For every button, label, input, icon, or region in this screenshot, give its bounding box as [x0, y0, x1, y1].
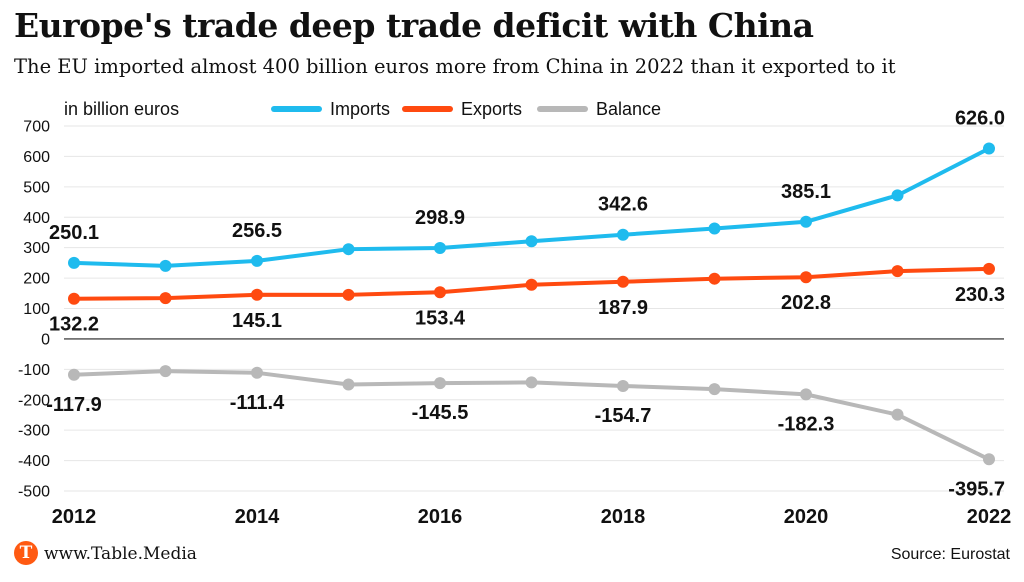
data-point-exports — [68, 292, 80, 305]
x-tick-label: 2012 — [52, 506, 97, 528]
data-point-imports — [251, 254, 263, 267]
y-tick-label: -300 — [18, 423, 50, 440]
legend: in billion euros Imports Exports Balance — [64, 99, 661, 119]
data-point-exports — [983, 262, 995, 275]
data-point-exports — [251, 288, 263, 301]
x-tick-label: 2020 — [784, 506, 829, 528]
y-axis-ticks: 700 600 500 400 300 200 100 0 -100 -200 -300 -400 -5… — [18, 119, 50, 501]
data-label-exports: 230.3 — [955, 284, 1005, 306]
data-label-exports: 153.4 — [415, 307, 466, 329]
data-label-balance: -154.7 — [595, 405, 652, 427]
data-point-exports — [434, 286, 446, 299]
chart-title: Europe's trade deep trade deficit with C… — [14, 6, 814, 45]
data-point-imports — [800, 215, 812, 228]
unit-label: in billion euros — [64, 99, 179, 119]
y-tick-label: 400 — [23, 210, 50, 227]
y-tick-label: -400 — [18, 453, 50, 470]
data-point-balance — [983, 453, 995, 466]
y-tick-label: 0 — [41, 331, 50, 348]
x-tick-label: 2014 — [235, 506, 280, 528]
data-label-balance: -395.7 — [948, 478, 1005, 500]
data-label-imports: 250.1 — [49, 222, 99, 244]
legend-label-exports: Exports — [461, 99, 522, 119]
data-point-imports — [708, 222, 721, 235]
y-tick-label: -500 — [18, 484, 50, 501]
data-point-balance — [525, 376, 538, 389]
data-point-imports — [983, 142, 995, 155]
data-point-exports — [342, 288, 355, 301]
data-label-exports: 132.2 — [49, 314, 99, 336]
data-point-imports — [68, 256, 80, 269]
data-point-balance — [159, 365, 172, 378]
data-point-balance — [891, 408, 904, 421]
data-point-exports — [708, 272, 721, 285]
data-point-balance — [434, 377, 446, 390]
footer-source: Source: Eurostat — [890, 546, 1010, 563]
series-line-imports — [72, 146, 991, 268]
y-tick-label: -100 — [18, 362, 50, 379]
x-tick-label: 2018 — [601, 506, 646, 528]
data-point-balance — [342, 378, 355, 391]
data-label-balance: -117.9 — [46, 394, 102, 416]
data-point-imports — [891, 189, 904, 202]
data-point-exports — [525, 278, 538, 291]
data-label-balance: -111.4 — [230, 392, 285, 414]
data-point-imports — [525, 235, 538, 248]
data-point-exports — [891, 265, 904, 278]
data-label-exports: 145.1 — [232, 310, 282, 332]
table-media-logo: T — [14, 541, 38, 565]
data-label-imports: 626.0 — [955, 108, 1005, 130]
data-label-imports: 385.1 — [781, 181, 831, 203]
chart-subtitle: The EU imported almost 400 billion euros… — [14, 55, 896, 78]
y-tick-label: -200 — [18, 392, 50, 409]
data-label-imports: 298.9 — [415, 207, 465, 229]
x-tick-label: 2022 — [967, 506, 1012, 528]
data-point-balance — [708, 383, 721, 396]
y-tick-label: 200 — [23, 271, 50, 288]
data-point-imports — [342, 243, 355, 256]
y-tick-label: 500 — [23, 179, 50, 196]
data-label-exports: 202.8 — [781, 292, 831, 314]
data-label-imports: 342.6 — [598, 194, 648, 216]
footer-site-link[interactable]: www.Table.Media — [44, 544, 197, 564]
data-point-exports — [617, 275, 629, 288]
data-point-imports — [434, 242, 446, 255]
data-point-balance — [617, 379, 629, 392]
y-tick-label: 100 — [23, 301, 50, 318]
data-label-imports: 256.5 — [232, 220, 282, 242]
legend-label-imports: Imports — [330, 99, 390, 119]
gridlines — [64, 125, 1004, 492]
data-label-exports: 187.9 — [598, 297, 648, 319]
x-axis-ticks: 2012 2014 2016 2018 2020 2022 — [52, 506, 1012, 528]
data-point-imports — [159, 259, 172, 272]
data-point-imports — [617, 228, 629, 241]
series-group — [68, 142, 995, 466]
legend-label-balance: Balance — [596, 99, 661, 119]
data-point-exports — [800, 271, 812, 284]
y-tick-label: 300 — [23, 240, 50, 257]
y-tick-label: 600 — [23, 149, 50, 166]
data-point-exports — [159, 292, 172, 305]
y-tick-label: 700 — [23, 119, 50, 136]
data-label-balance: -182.3 — [778, 413, 835, 435]
data-point-balance — [68, 368, 80, 381]
data-label-balance: -145.5 — [412, 402, 469, 424]
data-labels: 250.1 256.5 298.9 342.6 385.1 626.0 132.2 145.1… — [46, 108, 1005, 501]
data-point-balance — [800, 388, 812, 401]
data-point-balance — [251, 366, 263, 379]
x-tick-label: 2016 — [418, 506, 463, 528]
